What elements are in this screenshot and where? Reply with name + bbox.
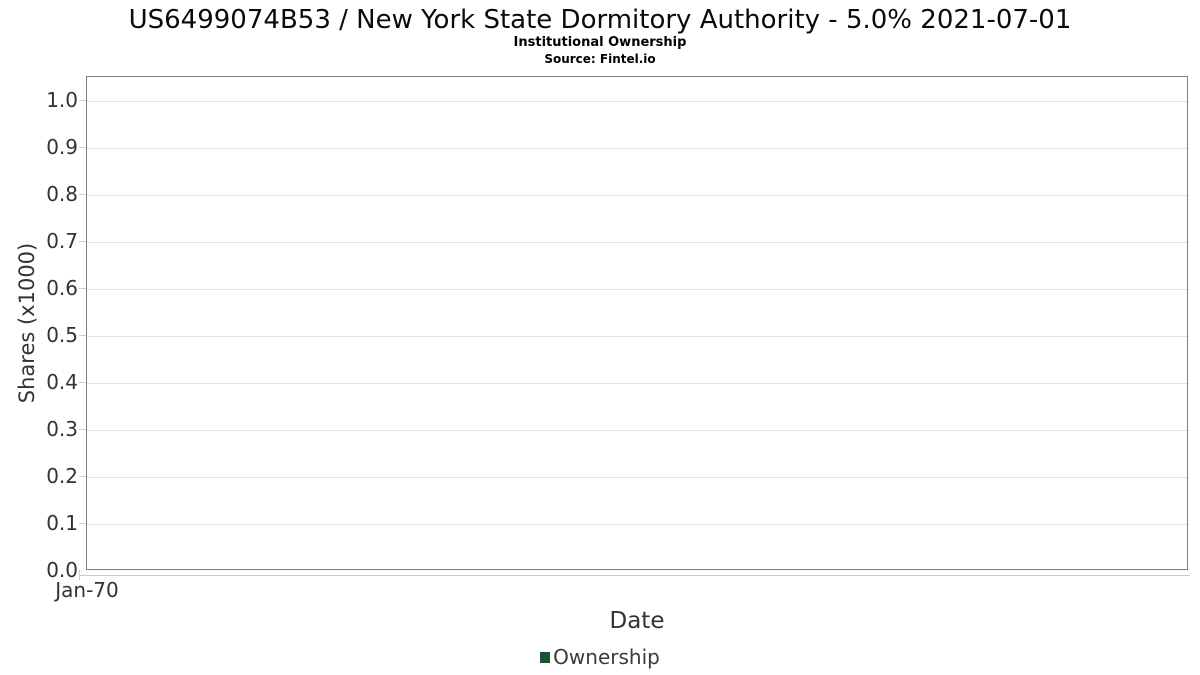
y-tick-label-0.9: 0.9 — [46, 135, 78, 159]
y-tick-label-0.6: 0.6 — [46, 276, 78, 300]
gridline-y-0.3 — [87, 430, 1187, 431]
gridline-y-0.5 — [87, 336, 1187, 337]
gridline-y-0.2 — [87, 477, 1187, 478]
y-tick-label-0.0: 0.0 — [46, 558, 78, 582]
y-tick-mark-0.4 — [79, 382, 86, 383]
gridline-y-1.0 — [87, 101, 1187, 102]
legend: Ownership — [0, 644, 1200, 670]
y-tick-label-0.8: 0.8 — [46, 182, 78, 206]
y-tick-mark-0.5 — [79, 335, 86, 336]
y-tick-label-0.3: 0.3 — [46, 417, 78, 441]
x-axis-tick-label: Jan-70 — [55, 578, 119, 602]
legend-swatch-ownership-icon — [540, 651, 551, 663]
gridline-y-0.7 — [87, 242, 1187, 243]
x-axis-line — [79, 575, 1190, 576]
y-tick-mark-0.2 — [79, 476, 86, 477]
y-tick-label-0.1: 0.1 — [46, 511, 78, 535]
x-axis-label: Date — [609, 608, 665, 634]
y-tick-label-0.7: 0.7 — [46, 229, 78, 253]
y-tick-label-1.0: 1.0 — [46, 88, 78, 112]
y-tick-mark-0.6 — [79, 288, 86, 289]
chart-source: Source: Fintel.io — [544, 52, 656, 66]
gridline-y-0.6 — [87, 289, 1187, 290]
chart-subtitle: Institutional Ownership — [513, 35, 687, 50]
y-tick-mark-1.0 — [79, 100, 86, 101]
y-tick-mark-0.7 — [79, 241, 86, 242]
gridline-y-0.1 — [87, 524, 1187, 525]
gridline-y-0.4 — [87, 383, 1187, 384]
y-tick-mark-0.3 — [79, 429, 86, 430]
chart-title: US6499074B53 / New York State Dormitory … — [128, 5, 1072, 35]
plot-area — [86, 76, 1188, 570]
y-tick-label-0.5: 0.5 — [46, 323, 78, 347]
legend-label-ownership: Ownership — [553, 645, 660, 669]
y-tick-mark-0.1 — [79, 523, 86, 524]
y-tick-label-0.2: 0.2 — [46, 464, 78, 488]
gridline-y-0.8 — [87, 195, 1187, 196]
y-tick-mark-0.9 — [79, 147, 86, 148]
x-axis-tick-mark — [79, 570, 80, 580]
y-tick-mark-0.8 — [79, 194, 86, 195]
y-tick-label-0.4: 0.4 — [46, 370, 78, 394]
gridline-y-0.9 — [87, 148, 1187, 149]
